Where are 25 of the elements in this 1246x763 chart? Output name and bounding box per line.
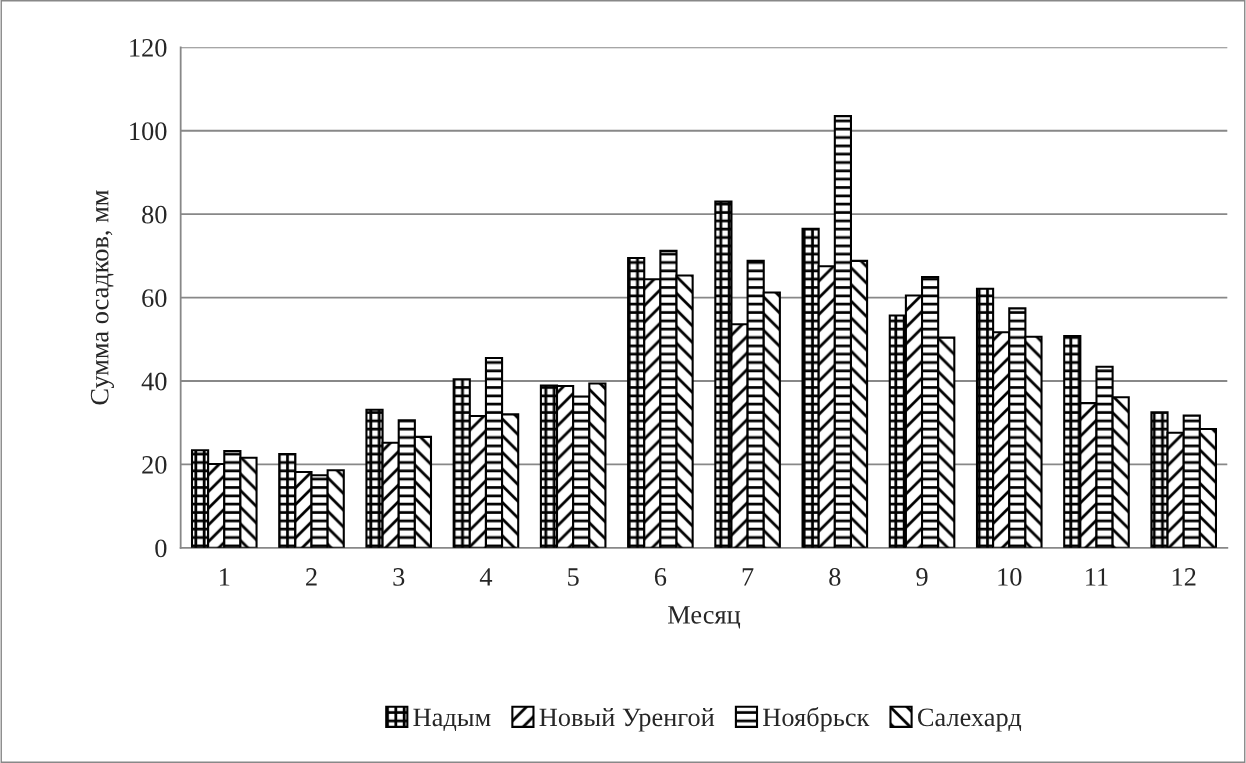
x-tick-label: 11: [1086, 568, 1108, 586]
y-tick-label: 120: [130, 38, 167, 57]
x-tick-label: 5: [568, 568, 579, 586]
y-tick-label: 100: [130, 122, 167, 141]
legend-label: Салехард: [917, 708, 1022, 732]
y-tick-label: 80: [142, 205, 167, 224]
x-tick-label: 10: [998, 568, 1022, 586]
x-tick-label: 9: [916, 568, 928, 586]
x-axis-title: Месяц: [668, 606, 741, 629]
legend-label: Ноябрьск: [763, 707, 870, 732]
x-tick-label: 7: [742, 568, 754, 586]
legend-label: Надым: [413, 708, 491, 732]
x-tick-label: 2: [306, 568, 317, 586]
legend-label: Новый Уренгой: [539, 707, 715, 732]
y-tick-label: 0: [155, 539, 167, 558]
x-tick-label: 12: [1172, 568, 1196, 586]
x-tick-label: 1: [220, 568, 230, 586]
x-tick-label: 8: [829, 568, 841, 586]
y-tick-label: 60: [142, 289, 167, 307]
x-tick-label: 3: [393, 568, 405, 586]
y-tick-label: 40: [141, 372, 167, 391]
y-axis-title: Сумма осадков, мм: [90, 190, 114, 405]
y-tick-label: 20: [142, 456, 167, 474]
x-tick-label: 6: [654, 568, 667, 586]
x-tick-label: 4: [479, 568, 493, 586]
